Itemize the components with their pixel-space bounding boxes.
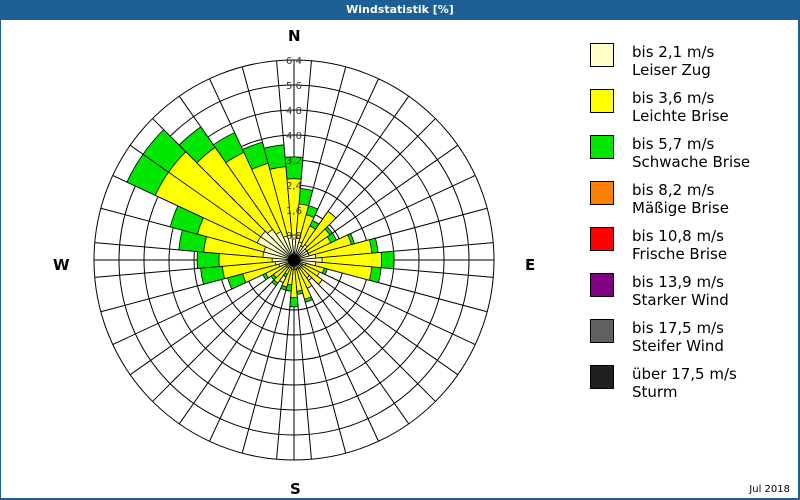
svg-text:4,0: 4,0 [286, 131, 302, 142]
legend-swatch [590, 43, 614, 67]
legend-range: bis 8,2 m/s [632, 181, 715, 199]
legend-label: Sturm [632, 383, 678, 401]
legend-range: bis 10,8 m/s [632, 227, 724, 245]
legend-range: bis 5,7 m/s [632, 135, 715, 153]
legend-range: bis 13,9 m/s [632, 273, 724, 291]
legend-swatch [590, 365, 614, 389]
legend-swatch [590, 227, 614, 251]
svg-text:3,2: 3,2 [286, 156, 302, 167]
legend-swatch [590, 319, 614, 343]
compass-west-label: W [53, 256, 70, 274]
wind-sector [293, 257, 323, 263]
svg-text:6,4: 6,4 [286, 56, 302, 67]
window-title: Windstatistik [%] [0, 0, 800, 20]
wind-sector [260, 230, 295, 261]
legend-label: Leichte Brise [632, 107, 729, 125]
period-label: Jul 2018 [749, 484, 790, 495]
radial-tick-labels: 0,8 1,6 2,4 3,2 4,0 4,8 5,6 6,4 [286, 56, 302, 242]
svg-text:5,6: 5,6 [286, 81, 302, 92]
wind-sector [293, 259, 312, 300]
wind-sectors [126, 126, 395, 308]
chart-panel: 0,8 1,6 2,4 3,2 4,0 4,8 5,6 6,4 N E S W bis 2,1… [1, 20, 798, 498]
wind-sector [225, 151, 295, 261]
compass-north-label: N [288, 27, 301, 45]
wind-sector [168, 151, 295, 261]
wind-sector [290, 259, 298, 298]
svg-text:0,8: 0,8 [286, 231, 302, 242]
wind-sector [251, 162, 295, 261]
legend-swatch [590, 135, 614, 159]
compass-east-label: E [525, 256, 536, 274]
legend-label: Steifer Wind [632, 337, 724, 355]
legend-range: über 17,5 m/s [632, 365, 737, 383]
legend-range: bis 3,6 m/s [632, 89, 715, 107]
wind-rose-chart: 0,8 1,6 2,4 3,2 4,0 4,8 5,6 6,4 [93, 56, 495, 461]
compass-south-label: S [290, 480, 301, 498]
svg-text:1,6: 1,6 [286, 206, 302, 217]
legend-label: Schwache Brise [632, 153, 751, 171]
wind-sector [266, 228, 295, 261]
legend-range: bis 17,5 m/s [632, 319, 724, 337]
legend-swatch [590, 273, 614, 297]
legend-range: bis 2,1 m/s [632, 43, 715, 61]
center-hub [288, 254, 300, 266]
wind-sector [287, 234, 295, 261]
legend-swatch [590, 89, 614, 113]
legend-label: Starker Wind [632, 291, 729, 309]
legend-label: Frische Brise [632, 245, 728, 263]
svg-text:4,8: 4,8 [286, 106, 302, 117]
svg-text:2,4: 2,4 [286, 181, 302, 192]
wind-sector [293, 251, 382, 269]
legend-label: Leiser Zug [632, 61, 711, 79]
legend-swatch [590, 181, 614, 205]
wind-sector [275, 231, 295, 261]
legend-label: Mäßige Brise [632, 199, 729, 217]
